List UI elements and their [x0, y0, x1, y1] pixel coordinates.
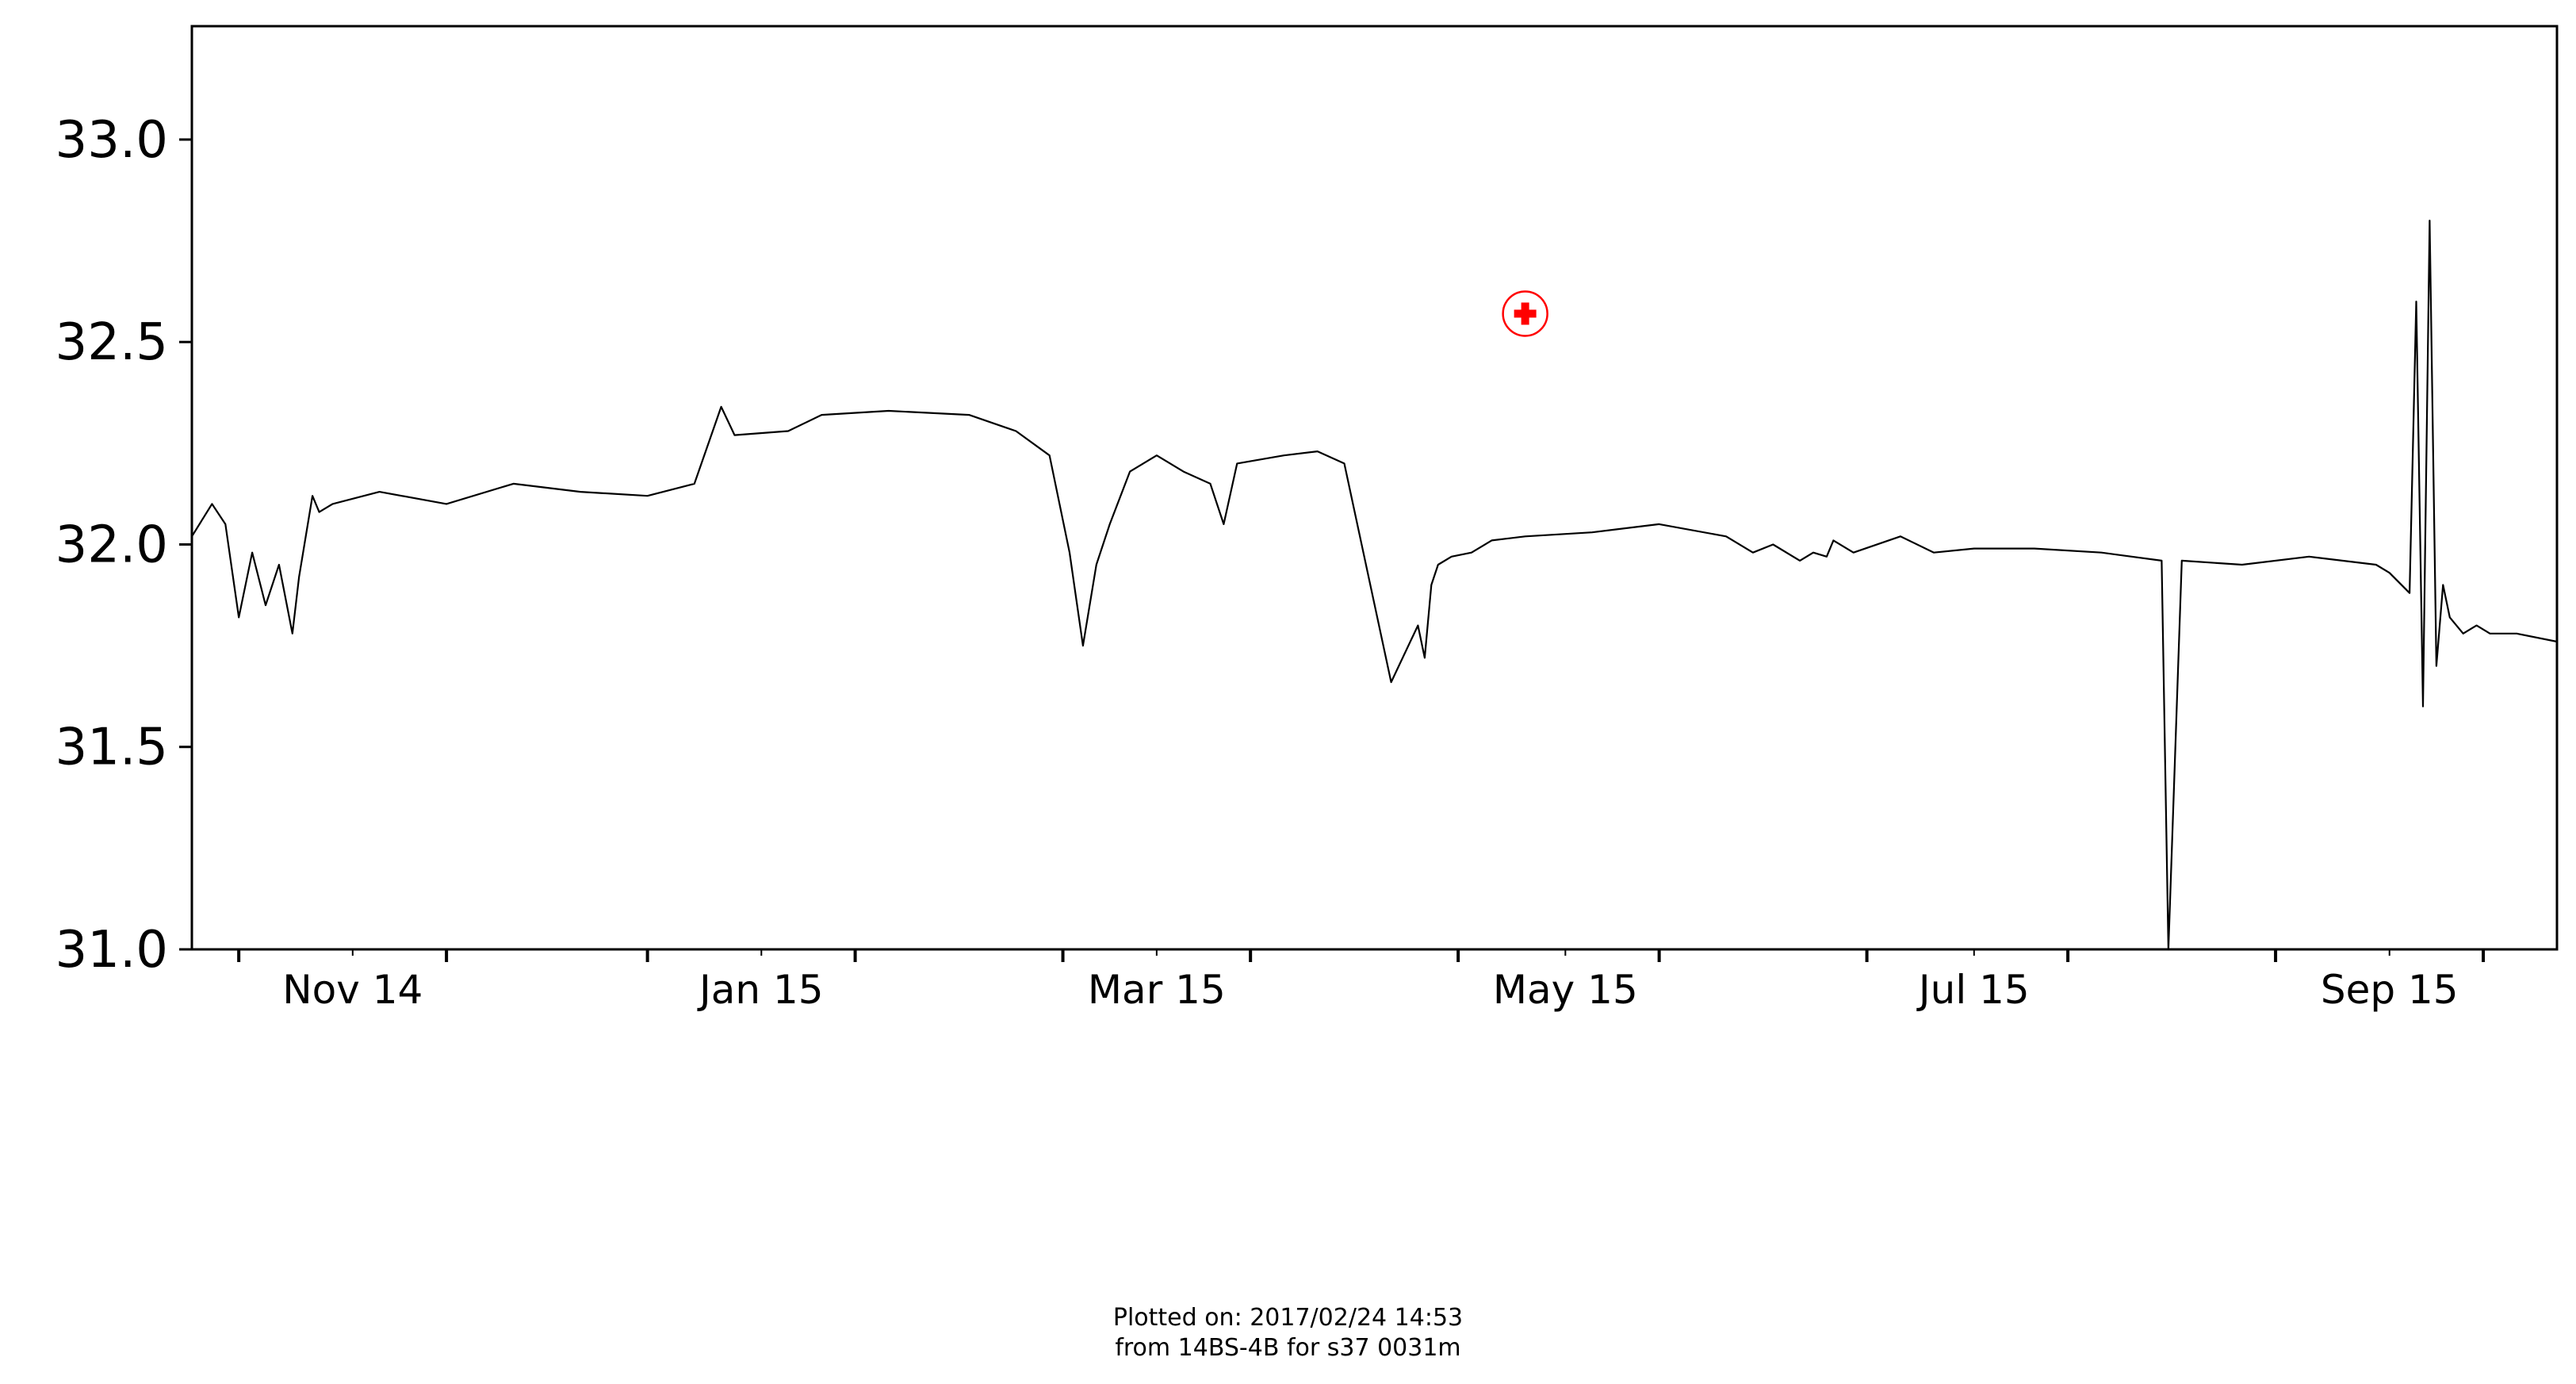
x-axis: Nov 14 Jan 15 Mar 15 May 15 Jul 15 Sep 15: [237, 949, 2486, 1013]
series-line-0: [191, 220, 2558, 951]
x-tick-label: Sep 15: [2321, 967, 2459, 1013]
y-tick-label: 31.0: [56, 921, 169, 980]
y-tick-label: 31.5: [56, 719, 169, 777]
x-tick-label: Jul 15: [1916, 967, 2030, 1013]
y-tick-label: 32.0: [56, 516, 169, 574]
x-tick-label: May 15: [1493, 967, 1638, 1013]
x-tick-label: Nov 14: [282, 967, 423, 1013]
y-tick-label: 32.5: [56, 313, 169, 372]
data-marks: [191, 220, 2558, 951]
marker-cross-circle: [1502, 290, 1548, 337]
y-axis: 31.0 31.5 32.0 32.5 33.0: [56, 111, 192, 980]
x-tick-label: Mar 15: [1088, 967, 1226, 1013]
y-tick-label: 33.0: [56, 111, 169, 170]
footer-source: from 14BS-4B for s37 0031m: [1115, 1334, 1461, 1362]
x-tick-label: Jan 15: [697, 967, 824, 1013]
footer-plotted-on: Plotted on: 2017/02/24 14:53: [1112, 1304, 1464, 1332]
plot-frame: [190, 25, 2559, 951]
